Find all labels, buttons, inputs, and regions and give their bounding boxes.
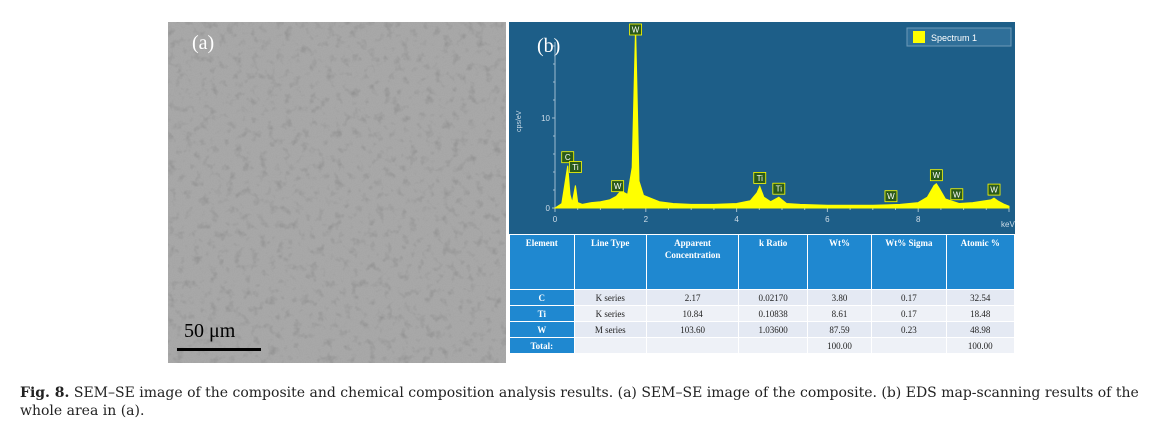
- peak-label-box: [884, 190, 898, 203]
- x-axis-label: keV: [1001, 220, 1015, 229]
- cell-wt-sigma: [871, 337, 947, 354]
- peak-label: W: [614, 182, 622, 191]
- figure-caption: Fig. 8. SEM–SE image of the composite an…: [20, 384, 1150, 420]
- peak-label: Ti: [757, 174, 764, 183]
- cell-atomic-pct: 18.48: [945, 305, 1015, 322]
- peak-label-box: [772, 182, 786, 195]
- cell-k-ratio: 0.02170: [738, 289, 808, 306]
- cell-wt-pct: 100.00: [806, 337, 873, 354]
- table-row-total: Total: 100.00 100.00: [509, 337, 1015, 354]
- peak-label: W: [990, 186, 998, 195]
- cell-apparent-concentration: 10.84: [645, 305, 740, 322]
- spectrum-series: [553, 26, 1010, 209]
- peak-label-box: [929, 169, 943, 182]
- table-row: W M series 103.60 1.03600 87.59 0.23 48.…: [509, 321, 1015, 338]
- table-header-row: Element Line Type Apparent Concentration…: [509, 234, 1015, 290]
- cell-apparent-concentration: 2.17: [645, 289, 740, 306]
- scale-bar-label: 50 μm: [184, 320, 236, 342]
- y-axis-label: cps/eV: [516, 110, 523, 132]
- peak-label: Ti: [776, 185, 783, 194]
- peak-label: W: [953, 190, 961, 199]
- cell-atomic-pct: 32.54: [945, 289, 1015, 306]
- col-apparent-concentration: Apparent Concentration: [645, 234, 740, 290]
- peak-label-box: [569, 161, 582, 173]
- peak-label: W: [887, 192, 895, 201]
- x-tick-label: 8: [916, 215, 921, 224]
- cell-wt-sigma: 0.17: [871, 289, 947, 306]
- sem-image-panel: (a) 50 μm: [168, 22, 506, 363]
- peak-label: W: [933, 171, 941, 180]
- col-atomic-pct: Atomic %: [945, 234, 1015, 290]
- table-row: C K series 2.17 0.02170 3.80 0.17 32.54: [509, 289, 1015, 306]
- peak-label-box: [987, 183, 1001, 196]
- cell-atomic-pct: 48.98: [945, 321, 1015, 338]
- cell-line-type: K series: [573, 289, 647, 306]
- cell-line-type: [573, 337, 647, 354]
- panel-b-label: (b): [537, 35, 560, 57]
- caption-text: SEM–SE image of the composite and chemic…: [20, 385, 1139, 419]
- y-tick-label: 0: [546, 204, 551, 213]
- eds-results-table: Element Line Type Apparent Concentration…: [509, 234, 1015, 354]
- x-tick-label: 0: [553, 215, 558, 224]
- eds-spectrum-chart: (b) Spectrum 1 cps/eV keV 0 2 4 6 8 0 10 C Ti W W T…: [509, 22, 1015, 234]
- col-wt-sigma: Wt% Sigma: [871, 234, 947, 290]
- cell-k-ratio: [738, 337, 808, 354]
- col-line-type: Line Type: [573, 234, 647, 290]
- sem-micrograph: [168, 22, 506, 363]
- peak-label-box: [950, 188, 964, 201]
- peak-label-box: [561, 151, 575, 164]
- legend-box: [906, 27, 1012, 47]
- peak-label: Ti: [572, 163, 579, 172]
- cell-atomic-pct: 100.00: [945, 337, 1015, 354]
- table-row: Ti K series 10.84 0.10838 8.61 0.17 18.4…: [509, 305, 1015, 322]
- x-tick-label: 4: [734, 215, 739, 224]
- col-element: Element: [509, 234, 575, 290]
- legend-label: Spectrum 1: [931, 33, 977, 43]
- cell-line-type: K series: [573, 305, 647, 322]
- cell-element: Total:: [509, 337, 575, 354]
- eds-spectrum-svg: (b) Spectrum 1 cps/eV keV 0 2 4 6 8010CTiWWT…: [516, 23, 1015, 229]
- eds-panel: (b) Spectrum 1 cps/eV keV 0 2 4 6 8 0 10 C Ti W W T…: [509, 22, 1015, 363]
- cell-wt-pct: 87.59: [806, 321, 873, 338]
- cell-apparent-concentration: [645, 337, 740, 354]
- cell-apparent-concentration: 103.60: [645, 321, 740, 338]
- cell-element: W: [509, 321, 575, 338]
- col-wt-pct: Wt%: [806, 234, 873, 290]
- legend-swatch: [913, 31, 925, 43]
- cell-line-type: M series: [573, 321, 647, 338]
- cell-wt-pct: 3.80: [806, 289, 873, 306]
- cell-wt-sigma: 0.17: [871, 305, 947, 322]
- panel-a-label: (a): [192, 32, 215, 54]
- cell-k-ratio: 1.03600: [738, 321, 808, 338]
- cell-element: Ti: [509, 305, 575, 322]
- peak-label-box: [753, 171, 767, 184]
- peak-label: C: [565, 153, 571, 162]
- cell-wt-pct: 8.61: [806, 305, 873, 322]
- cell-wt-sigma: 0.23: [871, 321, 947, 338]
- col-k-ratio: k Ratio: [738, 234, 808, 290]
- y-tick-label: 10: [541, 114, 550, 123]
- x-tick-label: 2: [644, 215, 649, 224]
- x-tick-label: 6: [825, 215, 830, 224]
- scale-bar: [177, 348, 261, 351]
- cell-element: C: [509, 289, 575, 306]
- figure-label: Fig. 8.: [20, 385, 70, 401]
- peak-label: W: [632, 26, 640, 35]
- peak-label-box: [611, 180, 625, 193]
- peak-label-box: [629, 23, 642, 36]
- cell-k-ratio: 0.10838: [738, 305, 808, 322]
